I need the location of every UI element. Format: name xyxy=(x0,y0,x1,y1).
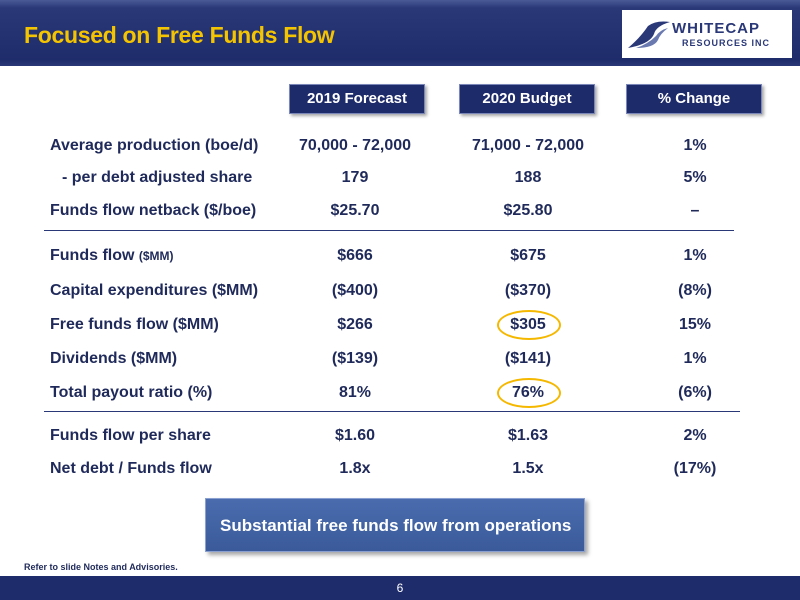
row-label: Funds flow per share xyxy=(50,427,211,444)
table-row: Free funds flow ($MM) $266 $305 15% xyxy=(0,313,800,337)
footer-bar: 6 xyxy=(0,576,800,600)
value-2020: 1.5x xyxy=(512,460,544,477)
callout-box: Substantial free funds flow from operati… xyxy=(205,498,585,552)
table-row: Dividends ($MM) ($139) ($141) 1% xyxy=(0,347,800,371)
value-change: – xyxy=(690,202,700,219)
slide-title: Focused on Free Funds Flow xyxy=(24,22,335,48)
table-row: Funds flow per share $1.60 $1.63 2% xyxy=(0,424,800,448)
row-divider xyxy=(44,411,740,412)
value-2019: ($139) xyxy=(331,350,379,367)
whitecap-wave-icon xyxy=(628,21,670,48)
table-row: Total payout ratio (%) 81% 76% (6%) xyxy=(0,381,800,405)
logo-subtitle: RESOURCES INC xyxy=(682,38,771,48)
value-change: 1% xyxy=(683,350,707,367)
value-2020: $25.80 xyxy=(503,202,553,219)
footnote: Refer to slide Notes and Advisories. xyxy=(24,562,178,572)
header-2019-forecast: 2019 Forecast xyxy=(289,84,425,114)
value-2020: $1.63 xyxy=(507,427,549,444)
value-2019: $666 xyxy=(337,247,373,264)
value-2019: ($400) xyxy=(331,282,379,299)
value-2019: $266 xyxy=(337,316,373,333)
row-divider xyxy=(44,230,734,231)
value-change: 1% xyxy=(683,247,707,264)
row-label-unit: ($MM) xyxy=(138,249,174,263)
logo-wordmark: WHITECAP xyxy=(672,20,760,37)
value-2019: $1.60 xyxy=(334,427,376,444)
value-change: (17%) xyxy=(673,460,717,477)
row-label: Funds flow netback ($/boe) xyxy=(50,202,257,219)
value-2020: $675 xyxy=(510,247,546,264)
row-label: Funds flow ($MM) xyxy=(50,244,174,268)
table-row: Funds flow ($MM) $666 $675 1% xyxy=(0,244,800,268)
row-label: Capital expenditures ($MM) xyxy=(50,282,259,299)
value-change: 2% xyxy=(683,427,707,444)
value-2020: 188 xyxy=(514,169,542,186)
table-row: Average production (boe/d) 70,000 - 72,0… xyxy=(0,134,800,158)
header-2020-budget: 2020 Budget xyxy=(459,84,595,114)
value-change: 1% xyxy=(683,137,707,154)
table-row: Net debt / Funds flow 1.8x 1.5x (17%) xyxy=(0,457,800,481)
value-2019: 70,000 - 72,000 xyxy=(298,137,412,154)
row-label: - per debt adjusted share xyxy=(62,169,253,186)
value-change: (8%) xyxy=(678,282,712,299)
highlight-circle xyxy=(497,310,561,340)
company-logo: WHITECAP RESOURCES INC xyxy=(622,10,792,58)
value-change: (6%) xyxy=(678,384,712,401)
row-label-main: Funds flow xyxy=(50,247,135,264)
row-label: Average production (boe/d) xyxy=(50,137,259,154)
table-row: Funds flow netback ($/boe) $25.70 $25.80… xyxy=(0,199,800,223)
row-label: Net debt / Funds flow xyxy=(50,460,212,477)
row-label: Free funds flow ($MM) xyxy=(50,316,219,333)
value-2019: 179 xyxy=(341,169,369,186)
row-label: Total payout ratio (%) xyxy=(50,384,213,401)
value-2020: ($370) xyxy=(504,282,552,299)
header-percent-change: % Change xyxy=(626,84,762,114)
table-row: Capital expenditures ($MM) ($400) ($370)… xyxy=(0,279,800,303)
value-2019: 1.8x xyxy=(339,460,371,477)
value-2019: 81% xyxy=(338,384,372,401)
page-number: 6 xyxy=(396,581,404,595)
table-row: - per debt adjusted share 179 188 5% xyxy=(0,166,800,190)
value-change: 5% xyxy=(683,169,707,186)
value-2020: ($141) xyxy=(504,350,552,367)
value-change: 15% xyxy=(678,316,712,333)
value-2020: 71,000 - 72,000 xyxy=(471,137,585,154)
value-2019: $25.70 xyxy=(330,202,380,219)
highlight-circle xyxy=(497,378,561,408)
row-label: Dividends ($MM) xyxy=(50,350,178,367)
